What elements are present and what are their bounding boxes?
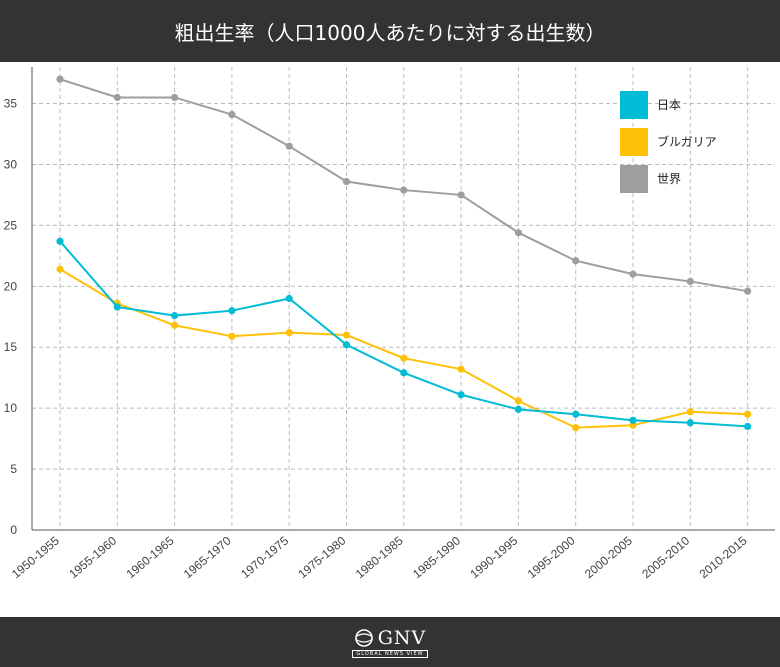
logo-text: GNV [377, 626, 427, 649]
x-tick-label: 1965-1970 [181, 533, 234, 581]
data-point [572, 257, 580, 265]
data-point [686, 419, 694, 427]
x-tick-label: 1960-1965 [124, 533, 177, 581]
y-tick-label: 35 [4, 97, 18, 111]
y-tick-label: 5 [10, 462, 17, 476]
data-point [514, 397, 523, 405]
legend-swatch [620, 165, 648, 193]
globe-icon [354, 628, 373, 647]
logo-tagline: GLOBAL NEWS VIEW [352, 649, 428, 658]
y-tick-labels: 0 5 10 15 20 25 30 35 [4, 97, 18, 537]
data-point [113, 93, 121, 102]
data-point [285, 294, 293, 303]
x-tick-label: 1990-1995 [467, 533, 520, 581]
y-tick-label: 10 [4, 401, 18, 415]
chart-header: 粗出生率（人口1000人あたりに対する出生数） [0, 0, 780, 62]
legend-label: 日本 [657, 98, 681, 112]
data-point [342, 177, 351, 186]
y-tick-label: 20 [4, 279, 18, 293]
x-tick-label: 2005-2010 [639, 533, 692, 581]
axes [31, 67, 775, 531]
data-point [514, 405, 523, 413]
data-point [342, 341, 351, 349]
data-point [400, 186, 408, 194]
data-point [285, 142, 293, 150]
gnv-logo: GNV GLOBAL NEWS VIEW [352, 626, 428, 658]
x-tick-label: 1970-1975 [238, 533, 291, 581]
data-point [400, 354, 408, 362]
chart-title: 粗出生率（人口1000人あたりに対する出生数） [174, 20, 606, 45]
data-point [56, 75, 64, 83]
y-tick-label: 25 [4, 218, 18, 232]
x-tick-labels: 1950-1955 1955-1960 1960-1965 1965-1970 1970… [9, 533, 750, 581]
data-point [686, 408, 694, 416]
line-chart: 0 5 10 15 20 25 30 35 1950-1955 1955-1960 1960-19… [4, 67, 775, 581]
data-point [400, 369, 408, 377]
y-tick-label: 30 [4, 157, 18, 171]
data-point [342, 331, 351, 339]
data-point [56, 265, 64, 273]
data-point [572, 410, 580, 418]
data-point [285, 329, 293, 337]
data-point [457, 191, 465, 199]
x-tick-label: 1995-2000 [525, 533, 578, 581]
grid-lines [32, 67, 775, 530]
data-point [457, 365, 465, 373]
data-point [171, 321, 179, 329]
x-tick-label: 1985-1990 [410, 533, 463, 581]
data-point [744, 287, 752, 295]
data-point [228, 332, 236, 340]
legend-swatch [620, 128, 648, 156]
x-tick-label: 1980-1985 [353, 533, 406, 581]
data-point [228, 307, 236, 315]
data-point [171, 93, 179, 102]
data-point [113, 303, 121, 311]
legend-label: 世界 [657, 172, 681, 186]
series-group [56, 75, 752, 432]
data-point [171, 311, 179, 320]
data-point [572, 424, 580, 432]
data-point [56, 237, 64, 245]
x-tick-label: 1955-1960 [66, 533, 119, 581]
data-point [457, 391, 465, 399]
data-point [228, 110, 236, 119]
x-tick-label: 2010-2015 [697, 533, 750, 581]
x-tick-label: 2000-2005 [582, 533, 635, 581]
data-point [629, 270, 637, 278]
data-point [744, 422, 752, 431]
data-point [686, 277, 694, 286]
legend-swatch [620, 91, 648, 119]
footer: GNV GLOBAL NEWS VIEW [0, 617, 780, 667]
legend-label: ブルガリア [657, 134, 717, 149]
y-tick-label: 15 [4, 340, 18, 354]
data-point [744, 410, 752, 418]
y-tick-label: 0 [10, 523, 17, 537]
x-tick-label: 1975-1980 [295, 533, 348, 581]
data-point [514, 229, 523, 237]
data-point [629, 416, 637, 424]
chart-area: 0 5 10 15 20 25 30 35 1950-1955 1955-1960 1960-19… [0, 62, 780, 617]
x-tick-label: 1950-1955 [9, 533, 62, 581]
